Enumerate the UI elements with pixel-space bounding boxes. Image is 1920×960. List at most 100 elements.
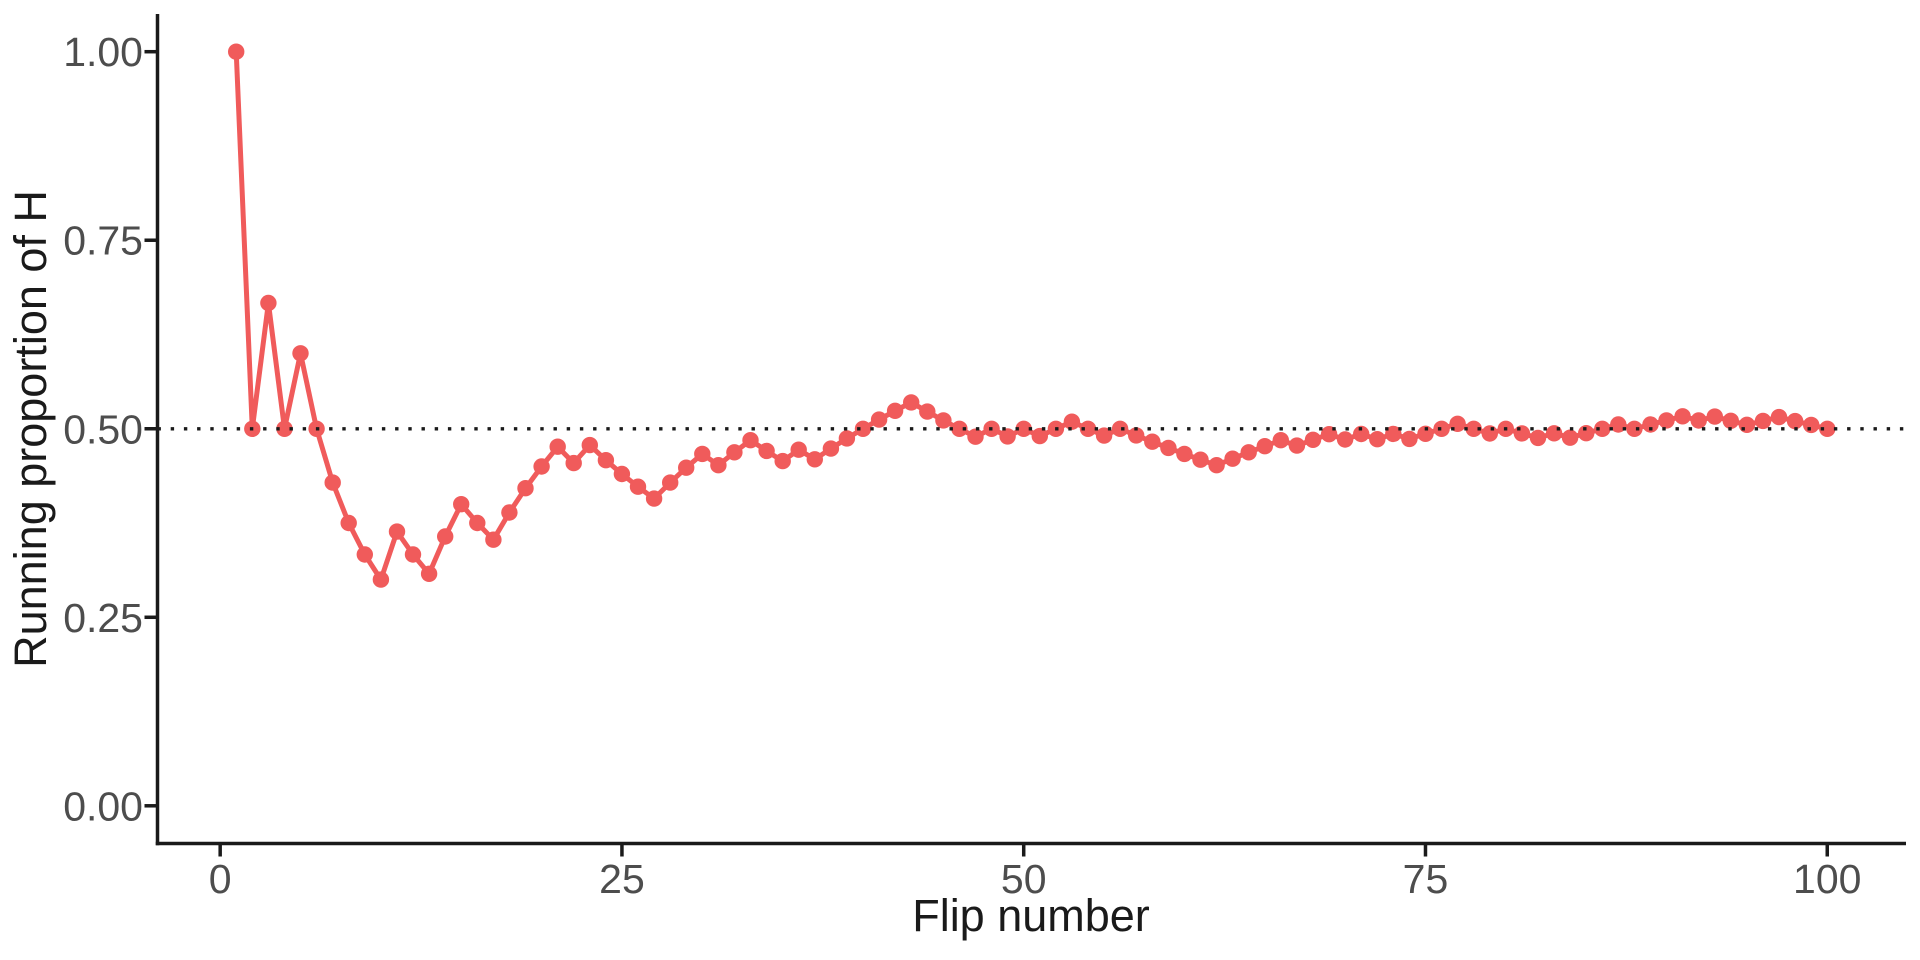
data-point <box>629 478 647 495</box>
data-point <box>1128 427 1145 444</box>
data-point <box>260 294 277 312</box>
data-point <box>1722 412 1740 429</box>
data-point <box>806 451 823 468</box>
data-point <box>324 474 341 491</box>
data-point <box>1063 413 1081 430</box>
data-point <box>1079 420 1097 437</box>
data-point <box>1803 416 1820 434</box>
data-point <box>1369 431 1386 448</box>
data-point <box>1417 425 1434 442</box>
data-point <box>549 438 566 455</box>
y-tick-label: 0.00 <box>63 783 143 829</box>
x-tick-label: 0 <box>209 856 232 902</box>
data-point <box>1224 450 1241 467</box>
data-point <box>517 480 534 497</box>
data-point <box>420 565 438 582</box>
x-axis-ticks: 0 25 50 75 100 <box>209 845 1861 902</box>
x-axis-title: Flip number <box>912 890 1150 941</box>
data-point <box>533 458 550 475</box>
data-point <box>1111 420 1129 437</box>
data-point <box>1256 438 1274 455</box>
data-point <box>565 454 582 472</box>
data-point <box>662 474 679 491</box>
data-point <box>1031 427 1049 445</box>
data-point <box>501 504 518 521</box>
data-point <box>1674 408 1691 425</box>
data-point <box>1208 457 1225 474</box>
y-tick-label: 0.25 <box>63 595 143 641</box>
data-point <box>1594 420 1611 437</box>
data-point <box>388 523 406 540</box>
data-point <box>919 403 936 420</box>
data-point <box>1304 431 1322 448</box>
data-point <box>597 452 615 469</box>
data-point <box>1642 416 1659 433</box>
data-point <box>726 444 743 461</box>
y-axis-ticks: 0.00 0.25 0.50 0.75 1.00 <box>63 29 156 829</box>
data-point <box>1770 408 1788 426</box>
data-point <box>886 402 904 419</box>
data-point <box>1658 412 1675 429</box>
data-point <box>951 420 968 437</box>
y-tick-label: 0.75 <box>63 218 143 264</box>
data-point <box>581 436 598 454</box>
data-point <box>1433 420 1450 437</box>
data-point <box>1288 437 1306 454</box>
data-point <box>1481 425 1499 442</box>
y-axis-title: Running proportion of H <box>5 190 56 668</box>
data-point <box>645 490 663 507</box>
data-point <box>228 43 245 60</box>
data-point <box>1015 420 1032 437</box>
data-point <box>1336 431 1354 448</box>
data-point <box>774 452 791 470</box>
data-point <box>1690 412 1707 429</box>
data-point <box>999 428 1016 445</box>
data-point <box>1706 408 1724 425</box>
data-point <box>485 531 502 548</box>
data-point <box>1240 444 1257 461</box>
data-point <box>854 420 872 437</box>
data-point <box>790 441 807 458</box>
data-point <box>870 411 888 428</box>
data-point <box>1819 420 1836 437</box>
data-point <box>1754 412 1772 430</box>
data-point <box>1610 416 1627 433</box>
data-series <box>228 43 1836 588</box>
data-point <box>1561 429 1579 446</box>
data-point <box>469 514 486 532</box>
x-tick-label: 50 <box>1001 856 1047 902</box>
data-point <box>1192 451 1209 468</box>
data-point <box>292 345 309 362</box>
data-point <box>613 465 631 483</box>
data-point <box>1578 425 1595 442</box>
data-point <box>1626 420 1643 437</box>
data-point <box>404 546 422 563</box>
x-tick-label: 100 <box>1793 856 1861 902</box>
axes <box>155 14 1906 846</box>
data-point <box>1513 425 1531 442</box>
data-point <box>694 445 711 463</box>
data-point <box>903 394 920 411</box>
data-point <box>1401 430 1418 448</box>
data-point <box>1160 439 1177 457</box>
data-point <box>1465 420 1482 437</box>
data-point <box>1144 433 1161 450</box>
x-tick-label: 75 <box>1403 856 1449 902</box>
data-point <box>1529 429 1547 447</box>
data-point <box>1738 416 1756 433</box>
data-point <box>276 420 293 437</box>
data-point <box>1786 412 1804 430</box>
data-point <box>372 571 390 588</box>
y-tick-label: 0.50 <box>63 406 143 452</box>
data-point <box>838 430 856 447</box>
data-point <box>1095 427 1113 444</box>
data-point <box>1272 432 1290 449</box>
data-point <box>453 496 470 513</box>
data-point <box>967 428 984 445</box>
y-tick-label: 1.00 <box>63 29 143 75</box>
data-point <box>678 459 695 476</box>
data-point <box>437 528 454 545</box>
data-point <box>710 457 727 474</box>
